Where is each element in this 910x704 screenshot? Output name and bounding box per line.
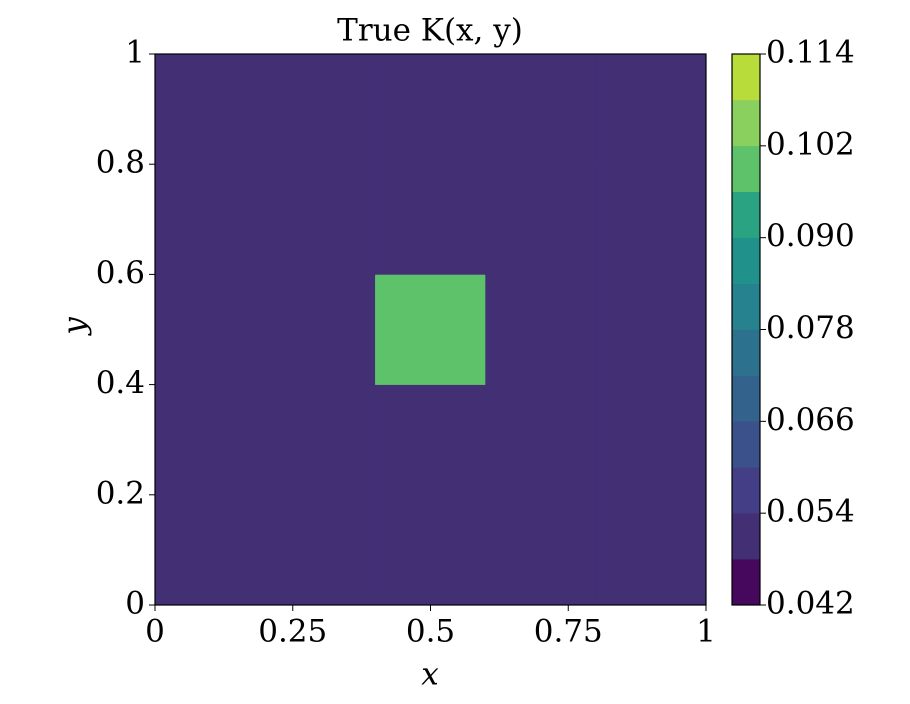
contour-cell	[154, 274, 266, 385]
x-tick-label: 1	[696, 614, 716, 650]
contour-cell	[154, 163, 266, 275]
x-tick-label: 0.5	[406, 614, 455, 650]
contour-cell	[154, 53, 266, 165]
colorbar-band	[731, 53, 761, 101]
contour-cell	[485, 274, 597, 385]
colorbar-band	[731, 145, 761, 192]
contour-cell	[595, 53, 707, 165]
colorbar-tick-label: 0.042	[766, 586, 855, 622]
contour-cell	[154, 494, 266, 606]
colorbar-tick-label: 0.078	[766, 310, 855, 346]
colorbar-band	[731, 99, 761, 147]
x-tick-label: 0.25	[258, 614, 327, 650]
contour-cell	[375, 494, 486, 606]
contour-cell	[264, 53, 376, 165]
x-tick-label: 0.75	[534, 614, 603, 650]
colorbar-band	[731, 558, 761, 606]
contour-cell	[485, 53, 597, 165]
y-tick-label: 0	[125, 586, 145, 622]
colorbar-tick-label: 0.090	[766, 218, 855, 254]
colorbar-tick-label: 0.066	[766, 402, 855, 438]
x-tick-label: 0	[145, 614, 165, 650]
colorbar-band	[731, 421, 761, 468]
contour-cell	[595, 163, 707, 275]
colorbar-tick-label: 0.054	[766, 494, 855, 530]
colorbar-band	[731, 512, 761, 560]
colorbar-band	[731, 191, 761, 238]
y-axis-label: y	[57, 317, 93, 337]
colorbar-band	[731, 375, 761, 422]
contour-cell	[375, 384, 486, 496]
contour-cell	[264, 163, 376, 275]
colorbar-band	[731, 329, 761, 376]
colorbar-tick-label: 0.114	[766, 35, 855, 71]
contour-cell	[264, 274, 376, 385]
colorbar-band	[731, 237, 761, 284]
contour-cell	[485, 494, 597, 606]
contour-cell	[264, 494, 376, 606]
chart-title: True K(x, y)	[337, 13, 523, 49]
contour-cell	[154, 384, 266, 496]
contour-cell	[595, 494, 707, 606]
colorbar-band	[731, 467, 761, 514]
y-tick-label: 1	[125, 35, 145, 71]
colorbar-band	[731, 283, 761, 330]
contour-cell	[595, 274, 707, 385]
contour-cell	[375, 53, 486, 165]
colorbar-tick-label: 0.102	[766, 126, 855, 162]
x-axis-label: x	[421, 657, 439, 693]
contour-cell	[264, 384, 376, 496]
contour-cell	[595, 384, 707, 496]
y-tick-label: 0.2	[96, 475, 145, 511]
y-tick-label: 0.8	[96, 145, 145, 181]
y-tick-label: 0.4	[96, 365, 145, 401]
y-tick-label: 0.6	[96, 255, 145, 291]
contour-cell	[375, 163, 486, 275]
contour-cell	[375, 274, 486, 385]
contour-cell	[485, 163, 597, 275]
contour-cell	[485, 384, 597, 496]
